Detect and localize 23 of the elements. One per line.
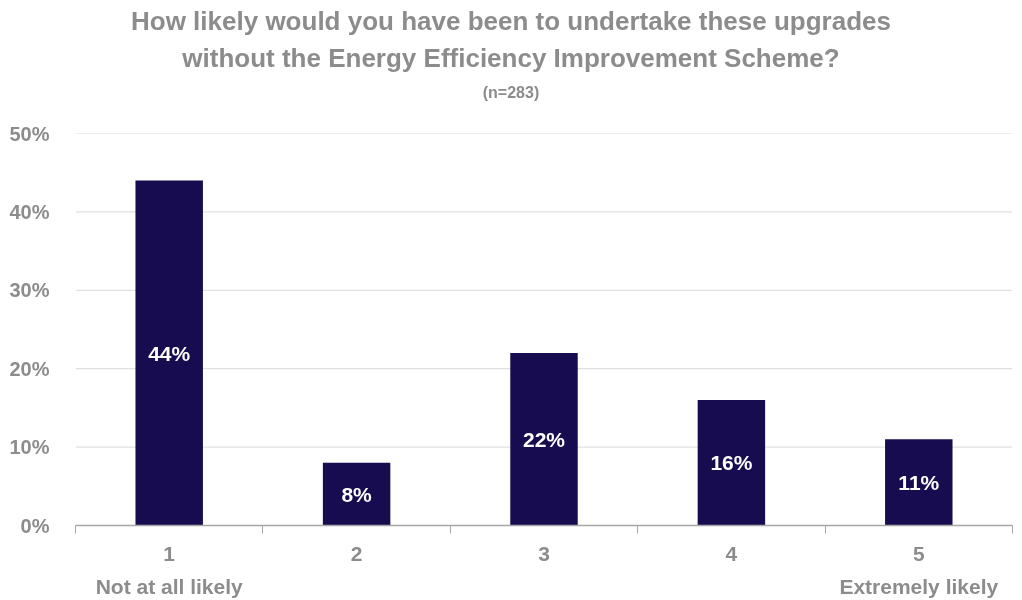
y-tick-label: 10% bbox=[9, 436, 50, 459]
bar bbox=[322, 462, 391, 526]
data-label: 22% bbox=[522, 427, 566, 451]
x-tick-label: 4 bbox=[725, 541, 738, 565]
x-tick-label: 1 Not at all likely bbox=[95, 541, 244, 598]
x-tick-label: 2 bbox=[350, 541, 363, 565]
data-label: 44% bbox=[148, 341, 191, 365]
y-tick-label: 30% bbox=[9, 279, 50, 302]
bar bbox=[510, 353, 578, 526]
x-tick-label: 3 bbox=[538, 541, 550, 565]
y-tick-label: 0% bbox=[20, 514, 50, 537]
data-label: 11% bbox=[898, 470, 940, 494]
y-tick-label: 40% bbox=[9, 200, 50, 223]
bar bbox=[885, 439, 953, 526]
data-label: 8% bbox=[341, 482, 373, 506]
y-tick-label: 50% bbox=[9, 122, 50, 145]
bar bbox=[135, 180, 203, 526]
bar bbox=[697, 400, 766, 526]
x-tick-label: 5 Extremely likely bbox=[839, 541, 999, 598]
data-label: 16% bbox=[710, 451, 753, 475]
y-tick-label: 20% bbox=[9, 357, 50, 380]
chart-title: How likely would you have been to undertake these upgrades without the Energy Efficiency Improvement Scheme? bbox=[130, 5, 892, 75]
chart-subtitle: (n=283) bbox=[481, 83, 541, 103]
